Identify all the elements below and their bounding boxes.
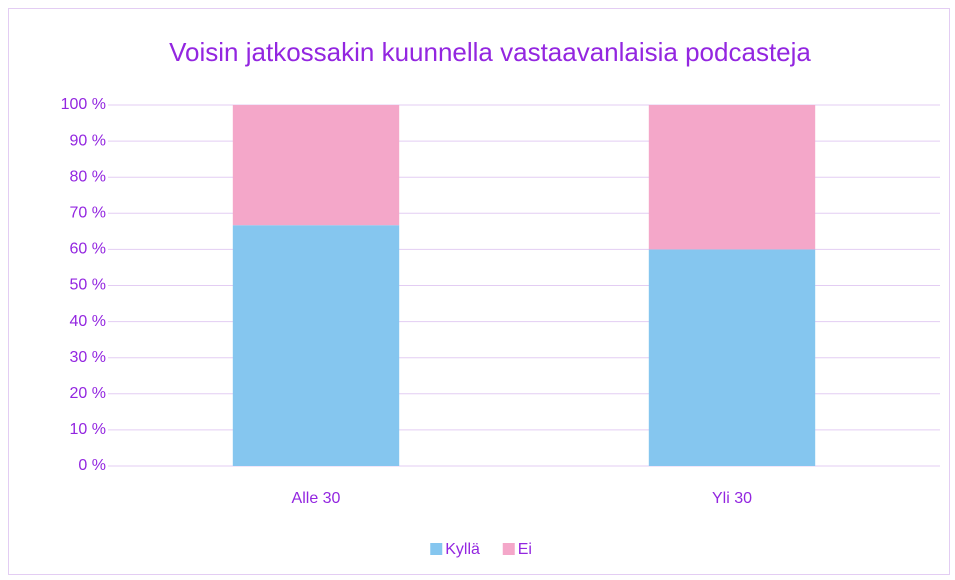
x-tick-label: Yli 30 [712, 490, 752, 507]
y-tick-label: 70 % [70, 205, 106, 222]
y-tick-label: 10 % [70, 421, 106, 438]
legend-swatch [502, 543, 515, 555]
y-tick-label: 100 % [61, 96, 106, 113]
y-tick-label: 50 % [70, 277, 106, 294]
legend-label: Kyllä [445, 541, 480, 558]
y-tick-label: 80 % [70, 168, 106, 185]
bar-segment [232, 225, 400, 466]
x-tick-label: Alle 30 [292, 490, 341, 507]
bar-segment [648, 249, 816, 466]
y-tick-label: 90 % [70, 132, 106, 149]
y-tick-label: 60 % [70, 241, 106, 258]
y-tick-label: 30 % [70, 349, 106, 366]
legend-swatch [430, 543, 443, 555]
y-tick-label: 0 % [78, 457, 106, 474]
y-tick-label: 40 % [70, 313, 106, 330]
legend-label: Ei [518, 541, 532, 558]
chart-title: Voisin jatkossakin kuunnella vastaavanla… [169, 37, 811, 67]
bar-segment [648, 105, 816, 250]
y-tick-label: 20 % [70, 385, 106, 402]
bar-segment [232, 105, 400, 226]
